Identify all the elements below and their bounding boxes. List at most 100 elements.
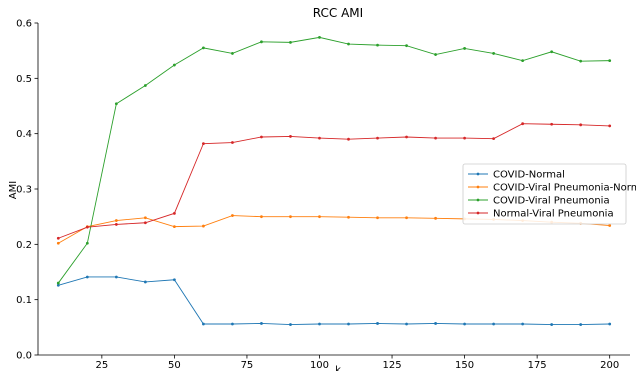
data-point xyxy=(405,322,408,326)
data-point xyxy=(463,136,466,140)
data-point xyxy=(463,322,466,326)
x-tick-label: 100 xyxy=(310,360,329,371)
data-point xyxy=(56,236,60,240)
data-point xyxy=(114,102,118,106)
data-point xyxy=(289,40,292,44)
data-point xyxy=(260,215,263,219)
data-point xyxy=(434,53,437,56)
legend-label: COVID-Viral Pneumonia-Normal xyxy=(493,183,636,194)
data-point xyxy=(318,136,321,140)
x-axis-title: k xyxy=(335,365,341,371)
data-point xyxy=(579,59,583,63)
data-point xyxy=(56,283,60,287)
data-point xyxy=(608,224,612,227)
data-point xyxy=(521,122,525,126)
series-3 xyxy=(56,122,612,240)
data-point xyxy=(231,52,234,55)
data-point xyxy=(434,322,437,325)
legend: COVID-Normal COVID-Viral Pneumonia-Normal… xyxy=(462,163,636,225)
data-point xyxy=(260,322,263,325)
data-point xyxy=(405,44,408,48)
legend-swatch-marker xyxy=(476,198,480,202)
legend-swatch-marker xyxy=(476,185,480,189)
data-point xyxy=(143,221,147,225)
y-tick-label: 0.6 xyxy=(16,19,32,30)
data-point xyxy=(202,322,205,326)
y-tick-label: 0.2 xyxy=(16,240,32,251)
data-point xyxy=(608,59,612,63)
data-point xyxy=(143,216,147,220)
x-tick-label: 150 xyxy=(455,360,474,371)
data-point xyxy=(318,215,321,219)
y-tick-label: 0.3 xyxy=(16,185,32,196)
data-point xyxy=(260,40,263,44)
data-point xyxy=(114,219,118,222)
series-line xyxy=(57,36,610,284)
series-2 xyxy=(56,35,612,285)
legend-label: COVID-Viral Pneumonia xyxy=(493,196,610,207)
data-point xyxy=(231,214,234,217)
legend-box xyxy=(462,163,627,225)
y-tick-label: 0.4 xyxy=(16,129,32,140)
data-point xyxy=(347,322,350,326)
x-tick-label: 175 xyxy=(528,360,547,371)
data-point xyxy=(347,215,350,219)
data-point xyxy=(608,124,612,128)
data-point xyxy=(289,215,292,219)
data-point xyxy=(172,225,176,229)
data-point xyxy=(114,275,118,279)
chart-title: RCC AMI xyxy=(313,6,363,20)
data-point xyxy=(202,142,205,146)
data-point xyxy=(550,50,554,54)
data-point xyxy=(172,278,176,282)
data-point xyxy=(260,135,263,139)
data-point xyxy=(550,323,554,326)
axes: 25 50 75 100 125 150 175 200 0.0 0.1 0.2 0.3 0.4 0.5 0… xyxy=(16,19,630,371)
data-point xyxy=(434,136,437,140)
data-point xyxy=(521,322,525,326)
data-point xyxy=(376,43,379,47)
data-point xyxy=(172,211,176,215)
data-point xyxy=(347,42,350,46)
legend-swatch-marker xyxy=(476,211,480,215)
data-point xyxy=(376,216,379,220)
data-point xyxy=(202,224,205,228)
data-point xyxy=(231,141,234,144)
data-point xyxy=(289,323,292,326)
data-point xyxy=(347,137,350,141)
x-tick-label: 25 xyxy=(95,360,108,371)
series-0 xyxy=(56,275,612,326)
data-point xyxy=(550,122,554,126)
data-point xyxy=(143,280,147,284)
y-tick-label: 0.1 xyxy=(16,295,32,306)
data-point xyxy=(85,225,89,229)
series-line xyxy=(58,123,610,239)
y-tick-label: 0.5 xyxy=(16,74,32,85)
data-point xyxy=(463,47,466,50)
data-point xyxy=(85,275,89,279)
series-line xyxy=(58,276,610,326)
data-point xyxy=(434,216,437,220)
data-point xyxy=(318,35,321,39)
data-point xyxy=(231,322,234,326)
y-tick-label: 0.0 xyxy=(16,351,32,362)
data-point xyxy=(405,135,408,139)
data-point xyxy=(202,46,205,50)
y-axis-title: AMI xyxy=(8,181,19,199)
data-point xyxy=(143,84,147,87)
data-point xyxy=(492,137,496,141)
legend-swatch-marker xyxy=(476,172,480,176)
data-point xyxy=(56,241,60,245)
data-point xyxy=(56,281,60,285)
legend-label: Normal-Viral Pneumonia xyxy=(493,209,614,220)
data-point xyxy=(608,322,612,326)
x-tick-label: 75 xyxy=(241,360,254,371)
data-point xyxy=(289,135,292,138)
data-point xyxy=(521,59,525,63)
data-point xyxy=(405,216,408,220)
data-point xyxy=(376,136,379,140)
x-tick-label: 125 xyxy=(382,360,401,371)
data-point xyxy=(85,241,89,245)
data-point xyxy=(579,123,583,127)
